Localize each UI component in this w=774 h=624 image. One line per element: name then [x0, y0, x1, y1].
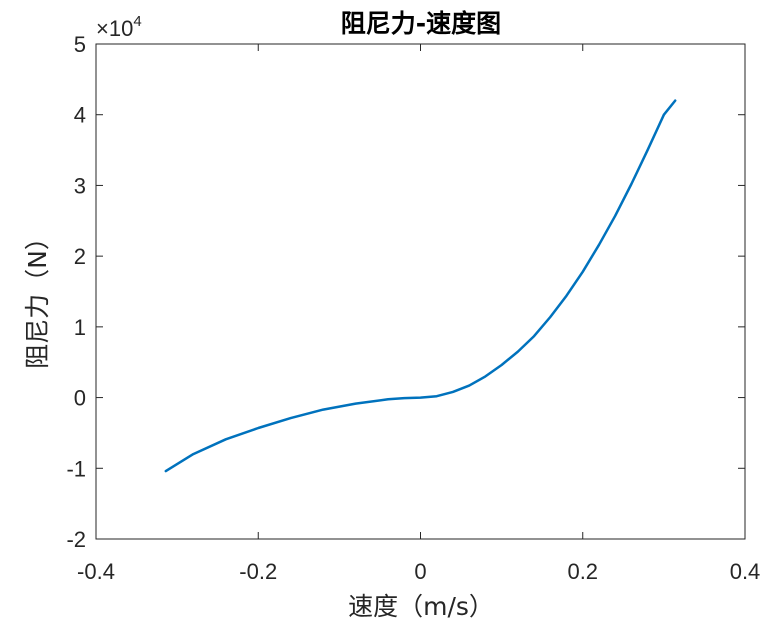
x-tick-label: 0: [414, 559, 426, 584]
y-tick-label: 3: [74, 173, 86, 198]
x-tick-label: -0.2: [239, 559, 277, 584]
plot-frame: [95, 43, 746, 540]
y-tick-label: 1: [74, 315, 86, 340]
tick-labels: -0.4 -0.2 0 0.2 0.4 -2 -1 0 1 2 3 4 5: [66, 32, 760, 584]
series-layer: [164, 99, 677, 473]
y-tick-label: -1: [66, 456, 86, 481]
plot-area: [95, 43, 746, 540]
x-axis-label: 速度（m/s）: [348, 592, 494, 621]
axis-ticks: [95, 43, 746, 540]
y-tick-label: 0: [74, 386, 86, 411]
y-axis-exponent-power: 4: [133, 13, 141, 30]
x-tick-label: -0.4: [77, 559, 115, 584]
y-tick-label: -2: [66, 527, 86, 552]
chart-title: 阻尼力-速度图: [341, 9, 501, 38]
series-line: [164, 99, 677, 473]
y-axis-exponent: ×104: [96, 13, 142, 41]
x-tick-label: 0.4: [730, 559, 761, 584]
y-axis-label: 阻尼力（N）: [23, 225, 52, 369]
y-axis-exponent-base: ×10: [96, 16, 133, 41]
x-tick-label: 0.2: [567, 559, 598, 584]
y-tick-label: 5: [74, 32, 86, 57]
y-tick-label: 4: [74, 103, 86, 128]
y-tick-label: 2: [74, 244, 86, 269]
